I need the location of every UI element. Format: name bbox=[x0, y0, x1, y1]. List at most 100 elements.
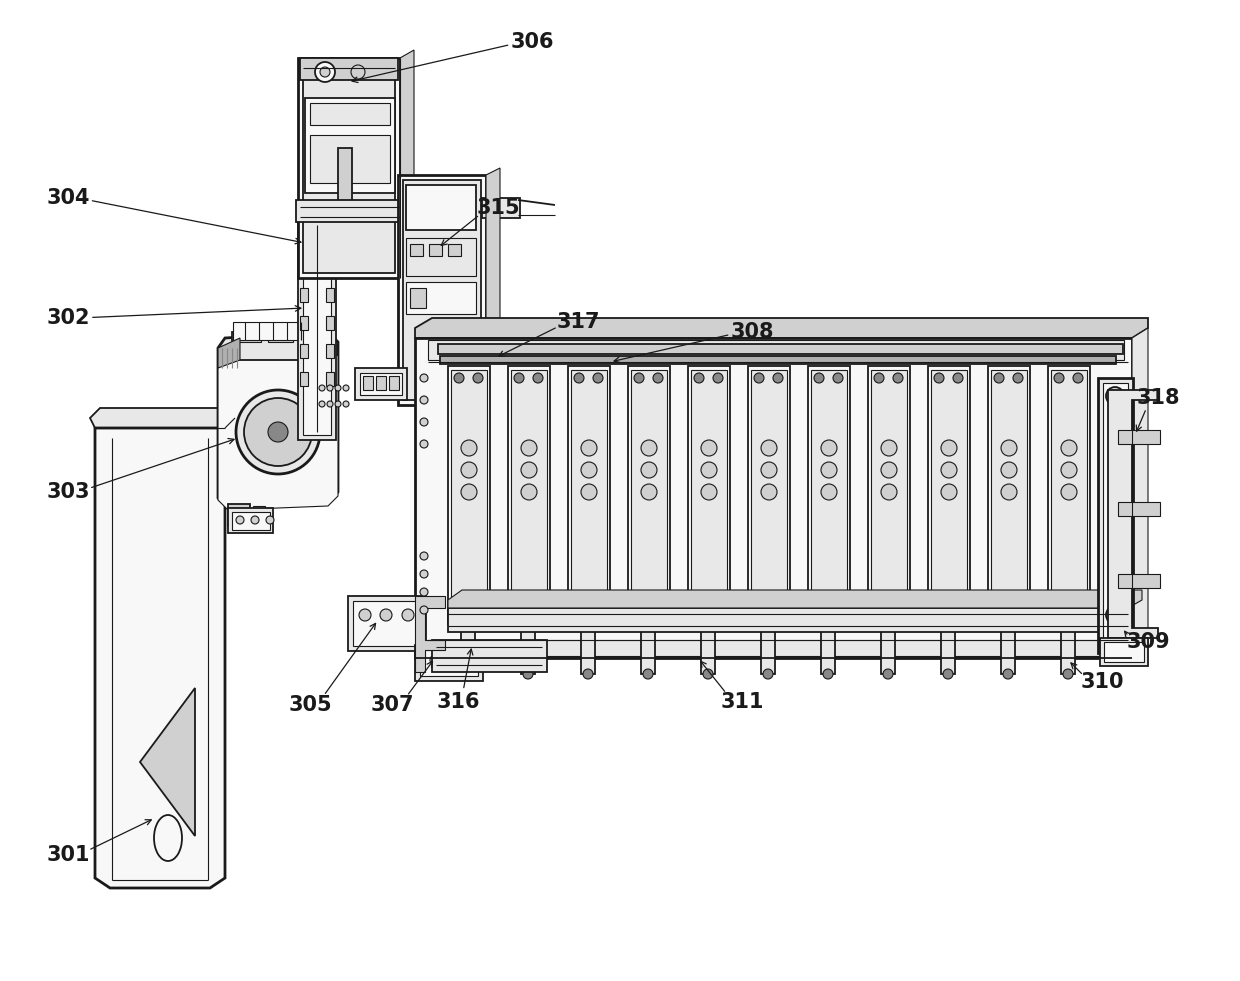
Polygon shape bbox=[486, 168, 500, 405]
Bar bbox=[300, 344, 308, 358]
Bar bbox=[410, 288, 427, 308]
Polygon shape bbox=[95, 428, 224, 888]
Circle shape bbox=[1003, 669, 1013, 679]
Bar bbox=[403, 180, 481, 400]
Text: 303: 303 bbox=[46, 482, 89, 502]
Circle shape bbox=[454, 373, 464, 383]
Circle shape bbox=[420, 418, 428, 426]
Bar bbox=[1104, 642, 1145, 662]
Circle shape bbox=[521, 440, 537, 456]
Circle shape bbox=[1061, 484, 1078, 500]
Circle shape bbox=[994, 373, 1004, 383]
Circle shape bbox=[994, 621, 1004, 631]
Bar bbox=[410, 244, 423, 256]
Circle shape bbox=[420, 440, 428, 448]
Circle shape bbox=[420, 570, 428, 578]
Circle shape bbox=[1003, 617, 1013, 627]
Bar bbox=[880, 622, 895, 674]
Circle shape bbox=[1001, 440, 1017, 456]
Text: 305: 305 bbox=[288, 695, 332, 715]
Bar bbox=[868, 366, 910, 624]
Circle shape bbox=[954, 373, 963, 383]
Bar bbox=[1118, 430, 1159, 444]
Bar bbox=[451, 370, 487, 620]
Bar bbox=[405, 185, 476, 230]
Bar bbox=[300, 316, 308, 330]
Circle shape bbox=[315, 62, 335, 82]
Circle shape bbox=[582, 440, 596, 456]
Bar bbox=[1052, 370, 1087, 620]
Circle shape bbox=[583, 617, 593, 627]
Circle shape bbox=[430, 655, 440, 665]
Bar bbox=[303, 63, 396, 273]
Text: 309: 309 bbox=[1126, 632, 1169, 652]
Circle shape bbox=[1063, 669, 1073, 679]
Bar bbox=[448, 608, 1128, 632]
Circle shape bbox=[420, 396, 428, 404]
Bar bbox=[1001, 622, 1016, 674]
Bar bbox=[296, 200, 402, 222]
Circle shape bbox=[954, 621, 963, 631]
Bar bbox=[641, 622, 655, 674]
Circle shape bbox=[515, 621, 525, 631]
Circle shape bbox=[641, 484, 657, 500]
Circle shape bbox=[1073, 373, 1083, 383]
Circle shape bbox=[319, 385, 325, 391]
Bar bbox=[438, 344, 1123, 354]
Circle shape bbox=[327, 385, 334, 391]
Bar bbox=[376, 376, 386, 390]
Polygon shape bbox=[1109, 390, 1158, 638]
Circle shape bbox=[360, 609, 371, 621]
Bar bbox=[1100, 638, 1148, 666]
Circle shape bbox=[1063, 617, 1073, 627]
Circle shape bbox=[343, 401, 348, 407]
Circle shape bbox=[821, 440, 837, 456]
Text: 318: 318 bbox=[1136, 388, 1179, 408]
Polygon shape bbox=[448, 590, 1142, 608]
Bar bbox=[751, 370, 787, 620]
Circle shape bbox=[470, 655, 480, 665]
Circle shape bbox=[461, 462, 477, 478]
Circle shape bbox=[942, 669, 954, 679]
Bar bbox=[428, 640, 1123, 656]
Circle shape bbox=[823, 617, 833, 627]
Bar bbox=[508, 366, 551, 624]
Polygon shape bbox=[401, 50, 414, 278]
Bar bbox=[568, 366, 610, 624]
Circle shape bbox=[761, 484, 777, 500]
Circle shape bbox=[343, 385, 348, 391]
Bar bbox=[360, 373, 402, 395]
Circle shape bbox=[833, 373, 843, 383]
Bar bbox=[310, 103, 391, 125]
Circle shape bbox=[244, 398, 312, 466]
Bar bbox=[691, 370, 727, 620]
Circle shape bbox=[754, 621, 764, 631]
Bar bbox=[1104, 383, 1128, 648]
Text: 308: 308 bbox=[730, 322, 774, 342]
Circle shape bbox=[883, 669, 893, 679]
Bar bbox=[748, 366, 790, 624]
Bar bbox=[448, 244, 461, 256]
Bar bbox=[991, 370, 1027, 620]
Circle shape bbox=[1073, 621, 1083, 631]
Circle shape bbox=[713, 621, 723, 631]
Circle shape bbox=[880, 484, 897, 500]
Bar bbox=[298, 215, 336, 440]
Polygon shape bbox=[1132, 328, 1148, 658]
Bar bbox=[326, 288, 334, 302]
Circle shape bbox=[934, 621, 944, 631]
Bar bbox=[1118, 502, 1159, 516]
Circle shape bbox=[593, 373, 603, 383]
Circle shape bbox=[1013, 373, 1023, 383]
Bar bbox=[348, 596, 427, 651]
Bar bbox=[988, 366, 1030, 624]
Bar bbox=[415, 645, 484, 681]
Bar bbox=[428, 340, 1123, 360]
Bar bbox=[405, 282, 476, 314]
Circle shape bbox=[773, 621, 782, 631]
Bar bbox=[761, 622, 775, 674]
Bar bbox=[339, 148, 352, 210]
Circle shape bbox=[1106, 606, 1123, 624]
Circle shape bbox=[813, 373, 825, 383]
Bar bbox=[300, 288, 308, 302]
